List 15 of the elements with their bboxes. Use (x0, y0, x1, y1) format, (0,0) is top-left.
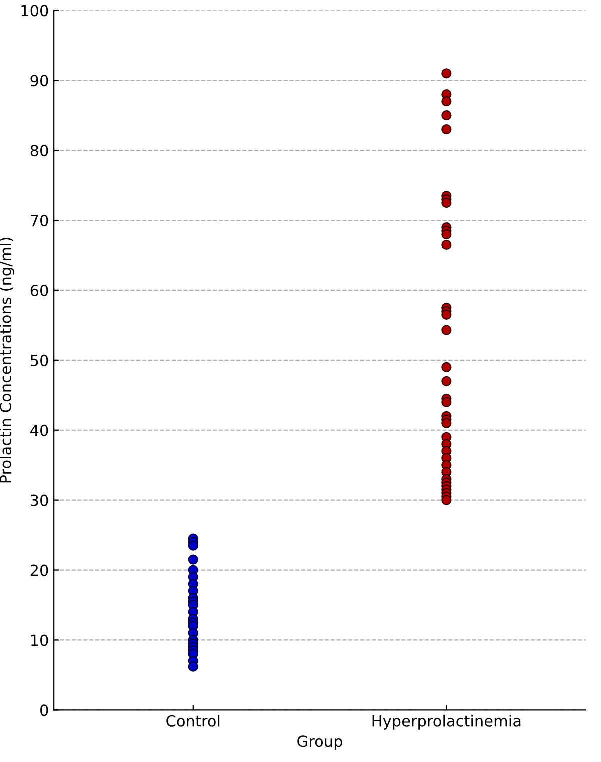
x-axis-title: Group (298, 736, 342, 750)
x-tick-label: Control (166, 715, 220, 727)
y-tick-label: 10 (31, 634, 48, 646)
y-tick-label: 60 (30, 284, 48, 296)
y-tick-label: 70 (31, 214, 48, 227)
y-tick-label: 20 (30, 564, 48, 576)
y-tick-label: 30 (30, 494, 48, 506)
y-axis-title: Prolactin Concentrations (ng/ml) (0, 238, 15, 483)
y-tick-label: 40 (30, 424, 48, 436)
y-tick-label: 80 (30, 145, 48, 157)
y-tick-label: 0 (40, 704, 48, 716)
y-tick-label: 100 (22, 5, 48, 17)
y-tick-label: 50 (30, 354, 48, 366)
x-tick-label: Hyperprolactinemia (372, 715, 521, 730)
y-tick-label: 90 (30, 75, 48, 87)
